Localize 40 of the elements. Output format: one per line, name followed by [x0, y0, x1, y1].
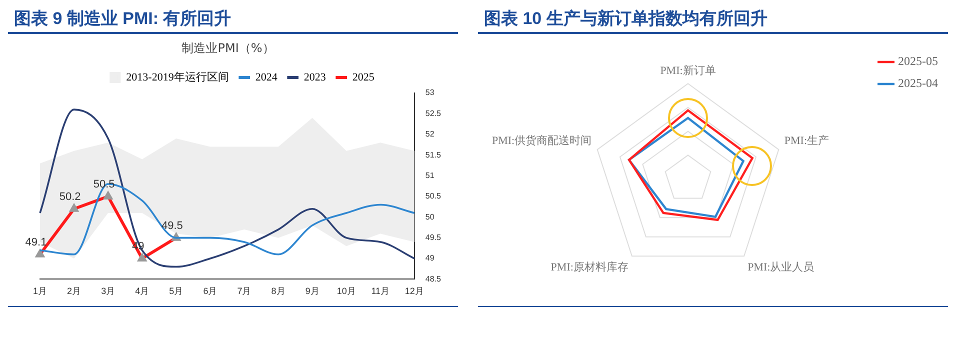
y-tick-label: 52 [425, 130, 435, 139]
x-tick-label: 7月 [237, 286, 252, 296]
spoke-label: PMI:生产 [784, 134, 830, 147]
x-tick-label: 10月 [336, 286, 356, 296]
x-tick-label: 12月 [404, 286, 424, 296]
x-tick-label: 2月 [67, 286, 82, 296]
y-tick-label: 52.5 [425, 108, 442, 118]
legend-label: 2025-04 [898, 76, 938, 90]
spoke-label: PMI:供货商配送时间 [492, 134, 592, 147]
data-label: 49.1 [25, 236, 47, 248]
legend-label: 2024 [255, 71, 278, 84]
x-tick-label: 4月 [135, 286, 150, 296]
x-tick-label: 6月 [203, 286, 218, 296]
legend-label: 2025-05 [898, 54, 938, 68]
y-tick-label: 51.5 [425, 150, 442, 160]
y-tick-label: 51 [425, 170, 435, 180]
y-tick-label: 53 [425, 88, 435, 98]
x-tick-label: 8月 [271, 286, 286, 296]
chart-title: 图表 10 生产与新订单指数均有所回升 [478, 6, 948, 34]
y-tick-label: 50.5 [425, 192, 442, 201]
legend-label: 2023 [304, 71, 326, 84]
data-label: 50.5 [93, 178, 115, 190]
x-tick-label: 5月 [169, 286, 184, 296]
x-tick-label: 1月 [32, 286, 48, 296]
chart-subtitle: 制造业PMI（%） [180, 40, 276, 57]
chart-title: 图表 9 制造业 PMI: 有所回升 [8, 6, 458, 34]
y-tick-label: 49.5 [425, 233, 442, 242]
y-tick-label: 50 [425, 212, 435, 222]
legend-label: 2013-2019年运行区间 [126, 70, 229, 84]
data-label: 49.5 [161, 220, 183, 232]
y-tick-label: 49 [425, 254, 435, 263]
x-tick-label: 9月 [305, 286, 320, 296]
spoke-label: PMI:从业人员 [748, 260, 814, 274]
legend-label: 2025 [352, 71, 375, 84]
x-tick-label: 11月 [371, 286, 390, 296]
data-label: 50.2 [59, 190, 81, 203]
y-tick-label: 48.5 [425, 274, 442, 284]
spoke-label: PMI:新订单 [660, 64, 716, 77]
x-tick-label: 3月 [101, 286, 116, 296]
spoke-label: PMI:原材料库存 [550, 260, 628, 274]
